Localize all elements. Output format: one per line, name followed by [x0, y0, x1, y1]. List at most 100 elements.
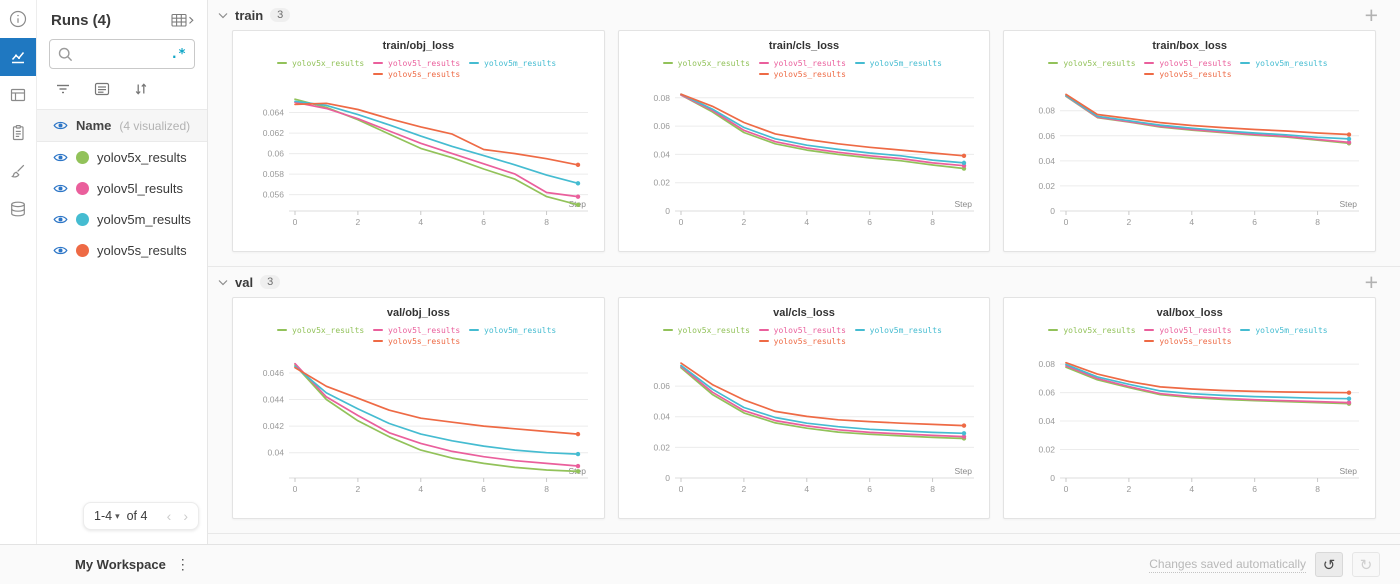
svg-text:4: 4: [418, 484, 423, 494]
svg-text:4: 4: [1190, 217, 1195, 227]
legend-item: yolov5s_results: [758, 69, 846, 79]
chart-panel[interactable]: val/obj_loss yolov5x_results yolov5l_resu…: [232, 297, 605, 519]
filter-icon[interactable]: [53, 79, 73, 99]
list-view-icon[interactable]: [92, 79, 112, 99]
legend-label: yolov5x_results: [677, 58, 750, 68]
chart-panel[interactable]: train/box_loss yolov5x_results yolov5l_re…: [1003, 30, 1377, 252]
nav-rail: [0, 0, 37, 544]
legend-item: yolov5x_results: [662, 325, 750, 335]
run-color-dot: [76, 213, 89, 226]
run-row[interactable]: yolov5m_results: [37, 204, 207, 235]
legend-label: yolov5s_results: [1159, 336, 1232, 346]
chart-title: val/box_loss: [1156, 307, 1223, 319]
svg-text:6: 6: [481, 217, 486, 227]
regex-toggle-button[interactable]: .*: [170, 46, 186, 62]
legend-label: yolov5m_results: [1255, 58, 1328, 68]
legend-label: yolov5x_results: [677, 325, 750, 335]
legend-swatch: [373, 329, 383, 331]
svg-text:0.06: 0.06: [653, 121, 670, 131]
line-chart-icon: [11, 52, 25, 64]
svg-text:0.06: 0.06: [1039, 131, 1056, 141]
next-page-button[interactable]: ›: [183, 508, 188, 524]
svg-text:0.04: 0.04: [653, 149, 670, 159]
rail-item-panels[interactable]: [0, 76, 36, 114]
run-row[interactable]: yolov5s_results: [37, 235, 207, 266]
chart-panel[interactable]: train/obj_loss yolov5x_results yolov5l_re…: [232, 30, 605, 252]
legend-swatch: [854, 62, 865, 64]
eye-icon[interactable]: [53, 152, 68, 163]
svg-text:0.04: 0.04: [267, 448, 284, 458]
legend-item: yolov5x_results: [1048, 58, 1136, 68]
svg-text:0: 0: [292, 484, 297, 494]
run-name: yolov5x_results: [97, 150, 187, 165]
chart-panel[interactable]: train/cls_loss yolov5x_results yolov5l_re…: [617, 30, 991, 252]
section-val: val 3 + val/obj_loss yolov5x_results yolo…: [208, 267, 1400, 534]
kebab-menu-icon[interactable]: ⋮: [175, 556, 190, 572]
legend-label: yolov5l_results: [1159, 58, 1232, 68]
legend-swatch: [373, 73, 383, 75]
add-panel-button[interactable]: +: [1364, 269, 1378, 295]
svg-text:8: 8: [544, 217, 549, 227]
legend-item: yolov5m_results: [469, 325, 556, 335]
workspace-selector[interactable]: My Workspace: [75, 557, 166, 572]
chart-legend: yolov5x_results yolov5l_results yolov5m_re…: [619, 325, 990, 348]
legend-item: yolov5l_results: [758, 325, 846, 335]
add-panel-button[interactable]: +: [1364, 2, 1378, 28]
legend-item: yolov5m_results: [854, 58, 942, 68]
svg-text:Step: Step: [954, 466, 972, 476]
line-chart: 0 0.02 0.04 0.06 0.08 0 2 4 6 8 Step: [653, 93, 974, 227]
svg-text:0.064: 0.064: [263, 108, 285, 118]
chart-panel[interactable]: val/cls_loss yolov5x_results yolov5l_resu…: [617, 297, 991, 519]
chart-panel[interactable]: val/box_loss yolov5x_results yolov5l_resu…: [1003, 297, 1377, 519]
eye-icon[interactable]: [53, 245, 68, 256]
legend-item: yolov5m_results: [1240, 58, 1328, 68]
rail-item-database[interactable]: [0, 190, 36, 228]
chart-title: train/box_loss: [1152, 40, 1227, 52]
run-row[interactable]: yolov5l_results: [37, 173, 207, 204]
rail-item-brush[interactable]: [0, 152, 36, 190]
legend-item: yolov5s_results: [1144, 69, 1232, 79]
eye-icon[interactable]: [53, 120, 68, 131]
page-range-selector[interactable]: 1-4 ▾: [94, 509, 120, 523]
svg-text:0: 0: [1064, 484, 1069, 494]
legend-swatch: [1144, 329, 1155, 331]
chart-legend: yolov5x_results yolov5l_results yolov5m_re…: [1004, 325, 1375, 348]
runs-pagination: 1-4 ▾ of 4 ‹ ›: [83, 502, 199, 530]
legend-item: yolov5m_results: [1240, 325, 1328, 335]
legend-swatch: [662, 329, 673, 331]
chart-legend: yolov5x_results yolov5l_results yolov5m_re…: [619, 58, 990, 81]
legend-swatch: [373, 62, 383, 64]
run-row[interactable]: yolov5x_results: [37, 142, 207, 173]
line-chart: 0 0.02 0.04 0.06 0 2 4 6 8 Step: [653, 362, 974, 494]
prev-page-button[interactable]: ‹: [166, 508, 172, 524]
eye-icon[interactable]: [53, 214, 68, 225]
runs-title: Runs (4): [51, 12, 111, 29]
eye-icon[interactable]: [53, 183, 68, 194]
svg-text:Step: Step: [954, 199, 972, 209]
run-color-dot: [76, 151, 89, 164]
run-search-input[interactable]: [79, 47, 169, 61]
svg-text:0.06: 0.06: [267, 149, 284, 159]
undo-button[interactable]: ↺: [1315, 552, 1343, 577]
legend-item: yolov5x_results: [277, 58, 364, 68]
rail-item-charts[interactable]: [0, 38, 36, 76]
legend-label: yolov5x_results: [292, 325, 365, 335]
legend-item: yolov5l_results: [373, 58, 460, 68]
chart-legend: yolov5x_results yolov5l_results yolov5m_re…: [233, 58, 604, 81]
chevron-down-icon[interactable]: [218, 279, 228, 286]
section-title[interactable]: train: [235, 7, 264, 23]
chevron-down-icon[interactable]: [218, 12, 228, 19]
section-title[interactable]: val: [235, 274, 254, 290]
run-name: yolov5s_results: [97, 243, 187, 258]
rail-item-reports[interactable]: [0, 114, 36, 152]
legend-item: yolov5x_results: [1048, 325, 1136, 335]
sort-icon[interactable]: [131, 79, 151, 99]
redo-button[interactable]: ↻: [1352, 552, 1380, 577]
info-icon: [9, 10, 27, 28]
legend-item: yolov5x_results: [662, 58, 750, 68]
legend-swatch: [277, 329, 287, 331]
svg-text:0.04: 0.04: [1039, 416, 1056, 426]
runs-table-expand-button[interactable]: [171, 13, 195, 28]
line-chart: 0 0.02 0.04 0.06 0.08 0 2 4 6 8 Step: [1039, 359, 1360, 494]
rail-item-info[interactable]: [0, 0, 36, 38]
